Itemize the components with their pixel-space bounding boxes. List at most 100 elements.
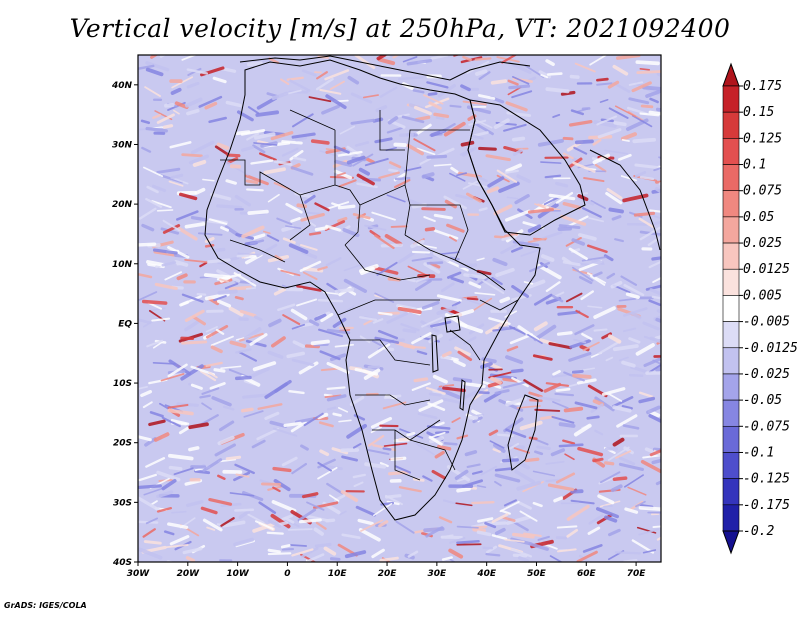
field-streak (277, 303, 296, 312)
field-streak (569, 74, 580, 79)
field-streak (321, 104, 340, 115)
field-streak (549, 291, 565, 300)
field-streak (390, 225, 408, 228)
field-streak (648, 414, 661, 424)
field-streak (216, 142, 230, 150)
field-streak (564, 453, 575, 461)
field-streak (639, 226, 661, 241)
field-streak (324, 69, 350, 81)
field-streak (577, 446, 604, 457)
colorbar-box (722, 216, 740, 244)
field-streak (433, 112, 450, 119)
country-borders (220, 109, 519, 481)
field-streak (493, 443, 506, 453)
field-streak (151, 317, 171, 322)
field-streak (437, 387, 461, 400)
field-streak (466, 192, 482, 203)
field-streak (474, 122, 494, 136)
field-streak (575, 309, 589, 319)
field-streak (314, 202, 330, 212)
colorbar-box (722, 164, 740, 192)
field-streak (344, 550, 367, 559)
field-streak (592, 457, 604, 463)
field-streak (376, 261, 398, 276)
field-streak (234, 463, 255, 475)
field-streak (460, 140, 475, 147)
field-streak (317, 266, 328, 271)
field-streak (347, 75, 360, 85)
field-streak (449, 558, 456, 562)
field-streak (325, 224, 341, 232)
field-streak (360, 519, 384, 532)
field-streak (326, 386, 346, 390)
field-streak (654, 186, 661, 194)
lat-label: 20S (113, 439, 132, 449)
field-streak (283, 421, 302, 428)
field-streak (424, 226, 436, 232)
field-streak (303, 194, 316, 204)
field-streak (219, 278, 229, 283)
field-streak (316, 71, 328, 80)
field-streak (541, 230, 563, 240)
field-streak (449, 537, 466, 544)
field-streak (632, 137, 657, 144)
field-streak (298, 518, 322, 524)
field-streak (656, 536, 661, 541)
field-streak (140, 390, 153, 398)
field-streak (152, 184, 167, 193)
field-streak (471, 501, 495, 505)
field-streak (438, 516, 453, 524)
colorbar-box (722, 295, 740, 322)
field-streak (142, 401, 153, 409)
field-streak (545, 281, 561, 293)
field-streak (599, 500, 621, 508)
field-streak (268, 57, 280, 64)
field-streak (508, 84, 531, 90)
field-streak (243, 410, 264, 418)
field-streak (428, 392, 442, 397)
field-streak (276, 217, 293, 226)
field-streak (474, 69, 488, 76)
colorbar-box (722, 478, 740, 506)
field-streak (437, 83, 456, 98)
field-streak (638, 505, 661, 511)
field-streak (586, 272, 607, 284)
field-streak (363, 319, 374, 326)
field-streak (438, 384, 455, 388)
field-streak (397, 76, 424, 81)
field-streak (642, 454, 661, 459)
field-streak (606, 272, 616, 280)
field-streak (587, 526, 601, 535)
field-streak (630, 311, 642, 320)
field-streak (379, 86, 398, 98)
lat-label: EQ (118, 319, 132, 329)
field-streak (214, 145, 230, 157)
field-streak (317, 458, 336, 469)
field-streak (426, 81, 449, 89)
field-streak (288, 390, 305, 395)
field-streak (247, 209, 269, 215)
field-streak (562, 439, 576, 445)
field-streak (185, 556, 196, 562)
field-streak (168, 465, 183, 471)
field-streak (234, 295, 244, 301)
field-streak (582, 341, 600, 352)
field-streak (611, 215, 622, 221)
field-streak (658, 448, 661, 453)
field-streak (493, 204, 513, 216)
field-streak (170, 418, 190, 426)
field-streak (573, 338, 587, 344)
field-streak (651, 458, 661, 465)
field-streak (244, 327, 262, 341)
field-streak (456, 540, 480, 544)
field-streak (421, 301, 440, 310)
field-streak (616, 414, 638, 428)
field-streak (450, 276, 465, 284)
field-streak (382, 447, 392, 451)
field-streak (190, 140, 215, 155)
field-streak (482, 279, 505, 294)
field-streak (636, 70, 661, 74)
field-streak (523, 281, 534, 285)
field-streak (488, 317, 511, 326)
field-streak (152, 362, 177, 365)
